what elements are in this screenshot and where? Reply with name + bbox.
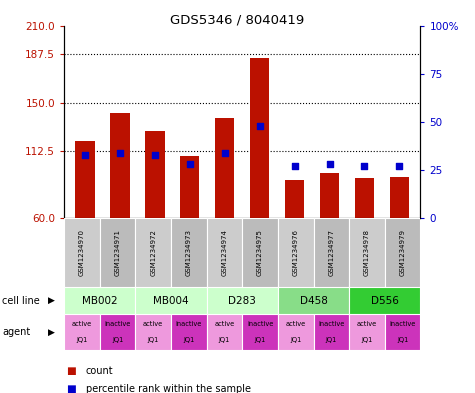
- Bar: [207, 314, 242, 350]
- Text: GDS5346 / 8040419: GDS5346 / 8040419: [171, 14, 304, 27]
- Point: [291, 163, 298, 169]
- Bar: [390, 177, 409, 218]
- Bar: [180, 156, 200, 218]
- Text: count: count: [86, 366, 113, 376]
- Text: JQ1: JQ1: [255, 337, 266, 343]
- Bar: [171, 314, 207, 350]
- Text: GSM1234979: GSM1234979: [399, 229, 406, 276]
- Bar: [355, 178, 374, 218]
- Text: JQ1: JQ1: [183, 337, 194, 343]
- Text: agent: agent: [2, 327, 30, 337]
- Text: active: active: [72, 321, 92, 327]
- Point: [221, 149, 228, 156]
- Text: GSM1234977: GSM1234977: [328, 229, 334, 276]
- Point: [361, 163, 368, 169]
- Text: GSM1234970: GSM1234970: [79, 229, 85, 276]
- Bar: [135, 314, 171, 350]
- Text: JQ1: JQ1: [148, 337, 159, 343]
- Bar: [285, 180, 304, 218]
- Text: JQ1: JQ1: [219, 337, 230, 343]
- Text: MB002: MB002: [82, 296, 118, 306]
- Bar: [100, 218, 135, 287]
- Bar: [278, 287, 349, 314]
- Bar: [100, 314, 135, 350]
- Point: [326, 161, 333, 167]
- Point: [151, 151, 159, 158]
- Text: ▶: ▶: [48, 296, 54, 305]
- Text: inactive: inactive: [247, 321, 273, 327]
- Bar: [135, 287, 207, 314]
- Bar: [349, 218, 385, 287]
- Text: inactive: inactive: [390, 321, 416, 327]
- Bar: [242, 218, 278, 287]
- Text: inactive: inactive: [176, 321, 202, 327]
- Bar: [215, 118, 234, 218]
- Point: [396, 163, 403, 169]
- Text: D283: D283: [228, 296, 256, 306]
- Bar: [145, 131, 164, 218]
- Text: GSM1234976: GSM1234976: [293, 229, 299, 276]
- Bar: [207, 218, 242, 287]
- Bar: [110, 113, 130, 218]
- Text: percentile rank within the sample: percentile rank within the sample: [86, 384, 250, 393]
- Bar: [349, 314, 385, 350]
- Text: JQ1: JQ1: [290, 337, 301, 343]
- Bar: [278, 218, 314, 287]
- Text: ■: ■: [66, 384, 76, 393]
- Text: D458: D458: [300, 296, 327, 306]
- Point: [81, 151, 89, 158]
- Bar: [242, 314, 278, 350]
- Bar: [349, 287, 420, 314]
- Text: GSM1234978: GSM1234978: [364, 229, 370, 276]
- Bar: [320, 173, 339, 218]
- Text: JQ1: JQ1: [112, 337, 123, 343]
- Text: GSM1234975: GSM1234975: [257, 229, 263, 276]
- Text: MB004: MB004: [153, 296, 189, 306]
- Bar: [314, 218, 349, 287]
- Bar: [64, 287, 135, 314]
- Text: D556: D556: [371, 296, 399, 306]
- Bar: [385, 314, 420, 350]
- Bar: [171, 218, 207, 287]
- Bar: [278, 314, 314, 350]
- Point: [116, 149, 124, 156]
- Bar: [207, 287, 278, 314]
- Bar: [135, 218, 171, 287]
- Text: inactive: inactive: [104, 321, 131, 327]
- Text: GSM1234972: GSM1234972: [150, 229, 156, 276]
- Text: ■: ■: [66, 366, 76, 376]
- Text: active: active: [357, 321, 377, 327]
- Bar: [64, 218, 100, 287]
- Text: cell line: cell line: [2, 296, 40, 306]
- Bar: [64, 314, 100, 350]
- Bar: [385, 218, 420, 287]
- Text: inactive: inactive: [318, 321, 344, 327]
- Text: JQ1: JQ1: [326, 337, 337, 343]
- Bar: [250, 58, 269, 218]
- Text: JQ1: JQ1: [397, 337, 408, 343]
- Bar: [76, 141, 95, 218]
- Bar: [314, 314, 349, 350]
- Text: active: active: [285, 321, 306, 327]
- Text: JQ1: JQ1: [361, 337, 372, 343]
- Text: JQ1: JQ1: [76, 337, 87, 343]
- Text: GSM1234973: GSM1234973: [186, 229, 192, 276]
- Text: ▶: ▶: [48, 328, 54, 336]
- Text: GSM1234971: GSM1234971: [114, 229, 121, 276]
- Point: [256, 123, 264, 129]
- Text: active: active: [214, 321, 235, 327]
- Text: active: active: [143, 321, 163, 327]
- Text: GSM1234974: GSM1234974: [221, 229, 228, 276]
- Point: [186, 161, 194, 167]
